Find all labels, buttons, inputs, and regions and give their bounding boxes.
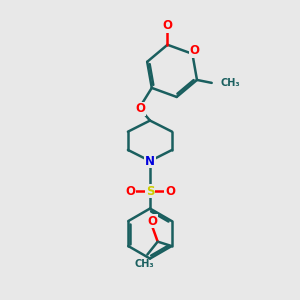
- Text: O: O: [189, 44, 199, 57]
- Text: S: S: [146, 185, 154, 198]
- Text: O: O: [125, 185, 135, 198]
- Text: O: O: [163, 19, 172, 32]
- Text: N: N: [145, 154, 155, 167]
- Text: CH₃: CH₃: [220, 78, 240, 88]
- Text: O: O: [147, 215, 157, 228]
- Text: O: O: [165, 185, 175, 198]
- Text: O: O: [135, 102, 145, 116]
- Text: CH₃: CH₃: [135, 259, 154, 269]
